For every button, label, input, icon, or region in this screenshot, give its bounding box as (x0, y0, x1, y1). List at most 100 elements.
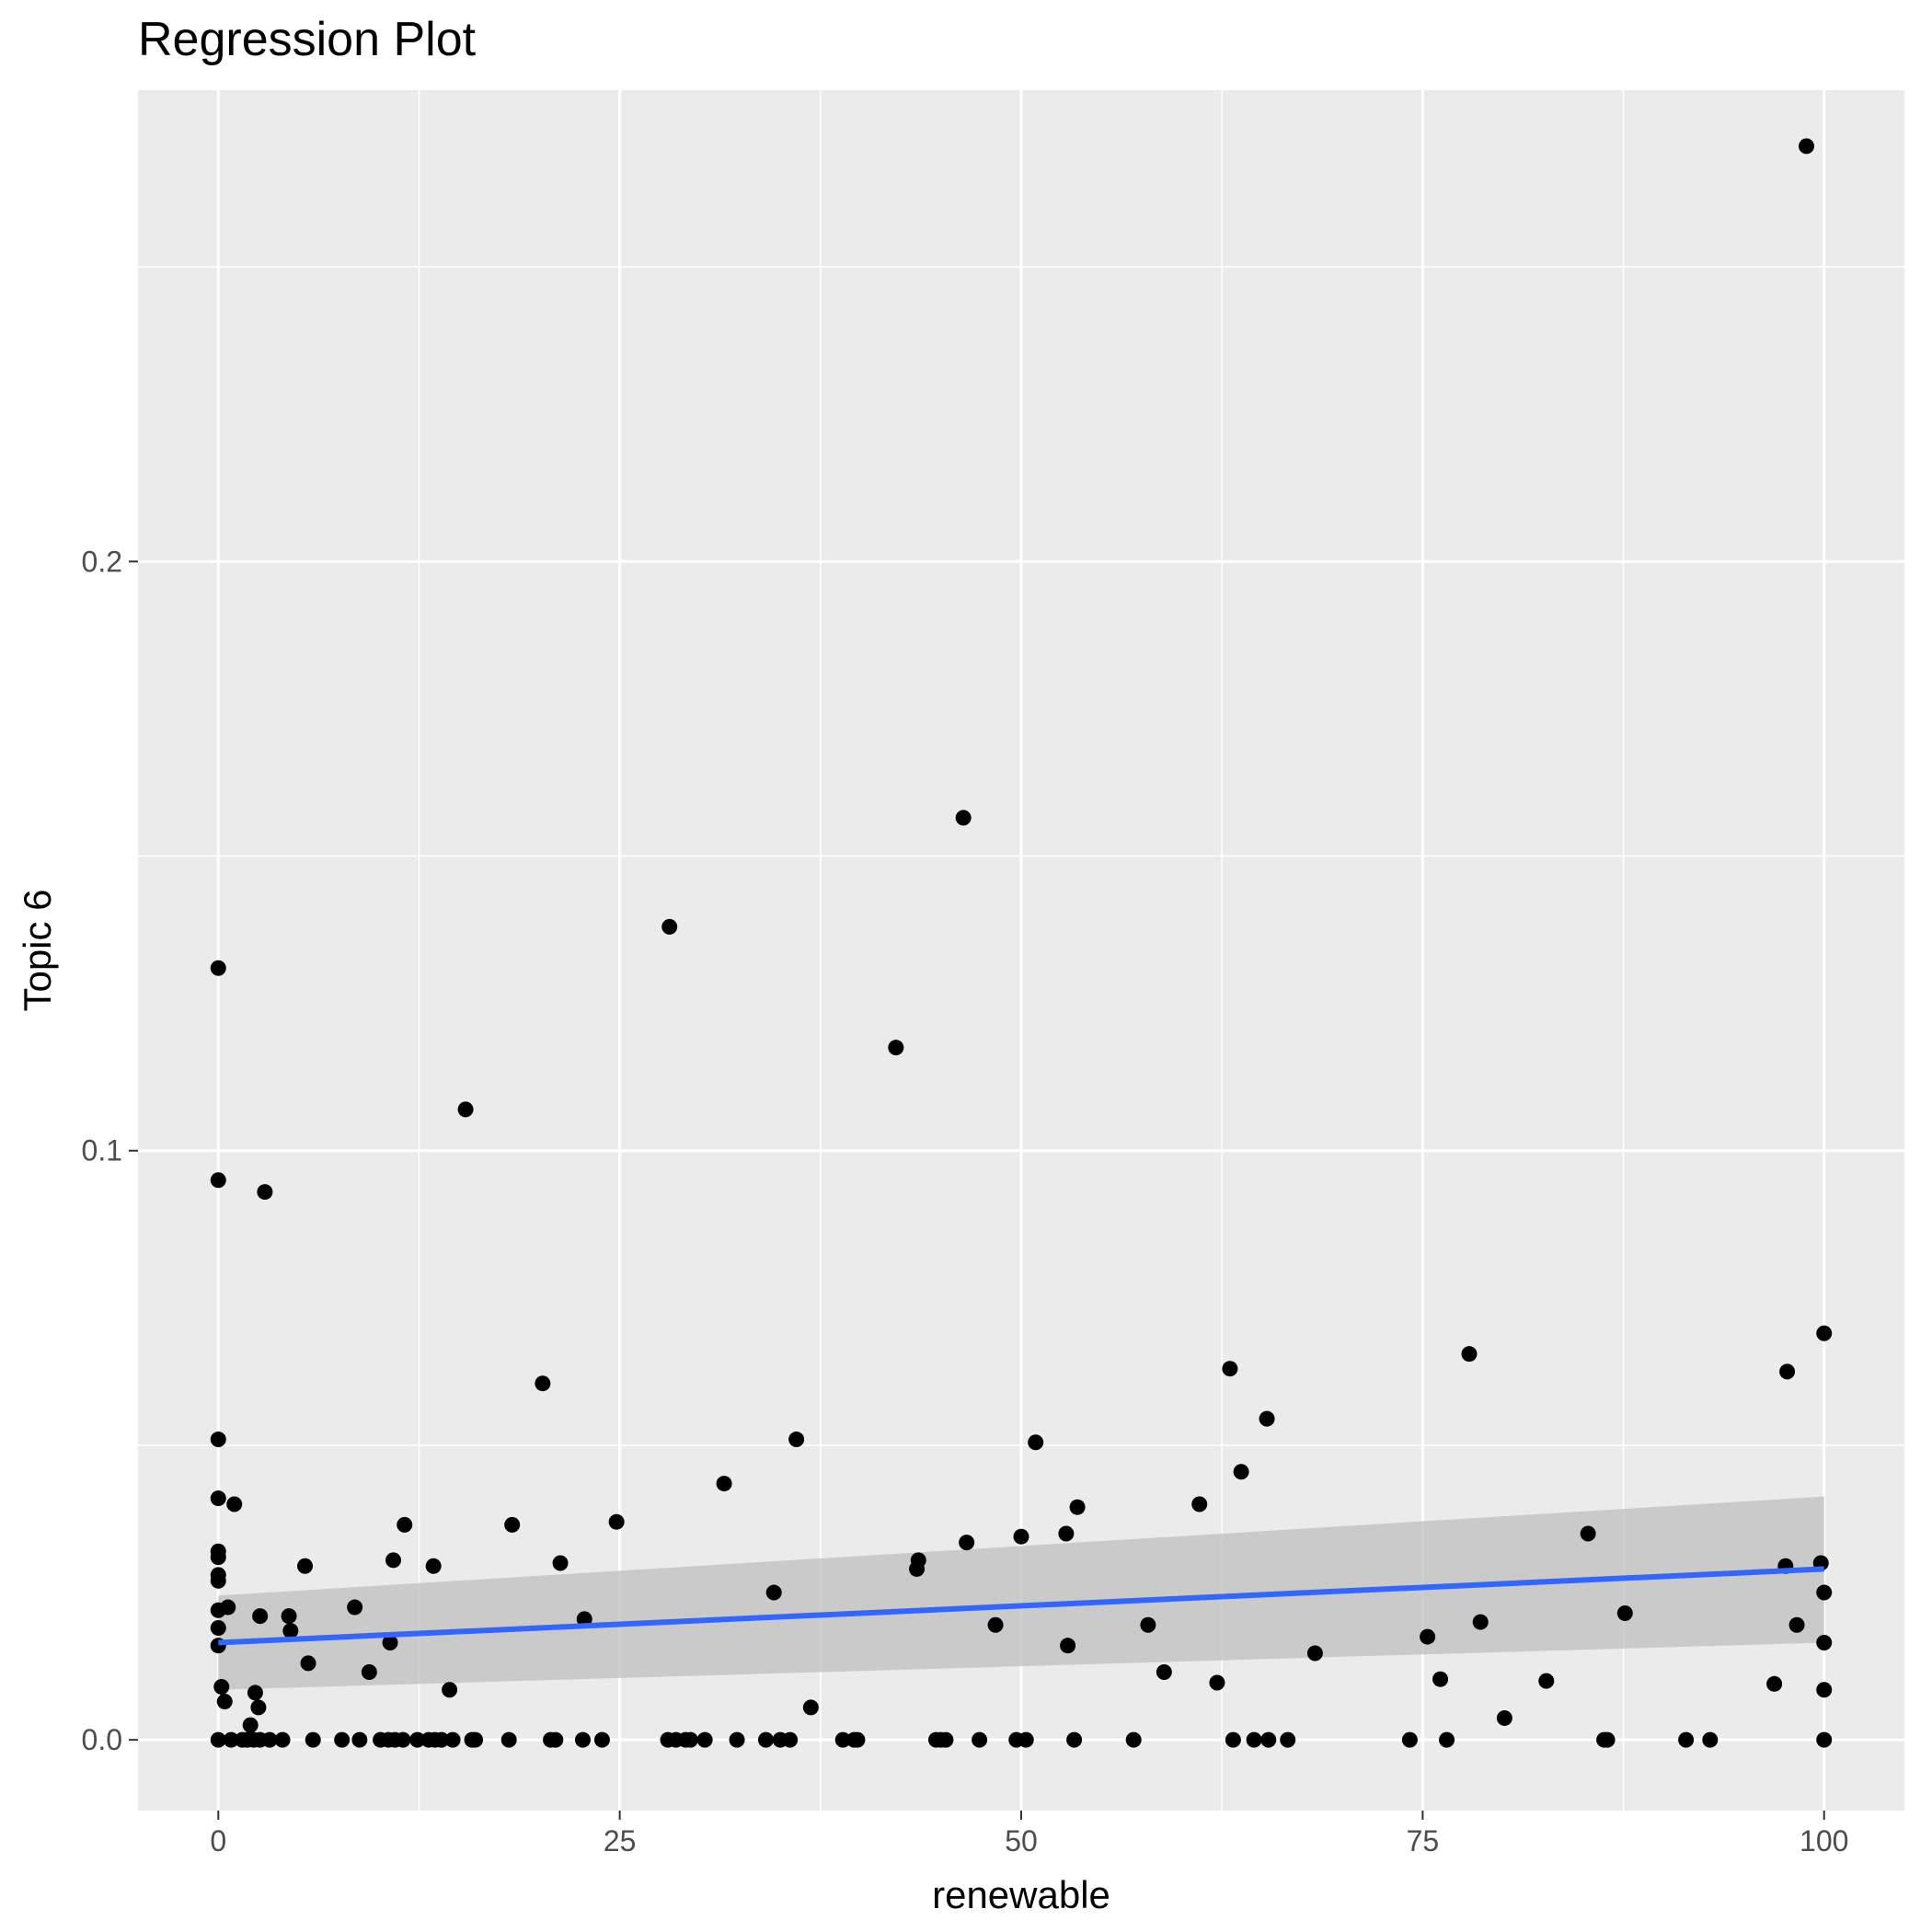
data-point (442, 1682, 458, 1698)
data-point (210, 1619, 226, 1636)
data-point (223, 1731, 239, 1748)
data-point (1018, 1731, 1034, 1748)
data-point (210, 1172, 226, 1189)
data-point (1432, 1671, 1449, 1687)
data-point (1233, 1464, 1249, 1480)
data-point (226, 1496, 243, 1512)
data-point (535, 1375, 551, 1392)
data-point (334, 1731, 351, 1748)
x-tick-label: 100 (1800, 1824, 1848, 1857)
data-point (382, 1634, 398, 1650)
data-point (1678, 1731, 1695, 1748)
data-point (274, 1731, 291, 1748)
data-point (593, 1731, 610, 1748)
data-point (1259, 1410, 1275, 1427)
data-point (1816, 1682, 1833, 1698)
data-point (937, 1731, 954, 1748)
data-point (682, 1731, 698, 1748)
data-point (1616, 1604, 1633, 1621)
data-point (300, 1655, 316, 1672)
data-point (1401, 1731, 1418, 1748)
data-point (987, 1616, 1004, 1633)
data-point (1156, 1664, 1172, 1681)
data-point (1420, 1628, 1436, 1645)
data-point (1191, 1496, 1208, 1512)
y-tick-label: 0.0 (82, 1723, 122, 1756)
x-tick-label: 25 (604, 1824, 637, 1857)
data-point (210, 960, 226, 976)
x-axis: 0 25 50 75 100 (210, 1811, 1848, 1857)
data-point (661, 918, 678, 935)
data-point (351, 1731, 368, 1748)
x-axis-title: renewable (932, 1873, 1110, 1916)
data-point (574, 1731, 591, 1748)
data-point (1461, 1346, 1478, 1363)
data-point (457, 1101, 474, 1118)
data-point (972, 1731, 988, 1748)
data-points (210, 138, 1833, 1748)
y-axis-title: Topic 6 (16, 889, 59, 1011)
data-point (444, 1731, 461, 1748)
data-point (1028, 1434, 1044, 1451)
regression-line (218, 1566, 1824, 1646)
data-point (608, 1513, 625, 1530)
data-point (1060, 1638, 1076, 1654)
data-point (216, 1694, 233, 1710)
data-point (959, 1535, 975, 1551)
data-point (1472, 1614, 1489, 1630)
data-point (213, 1679, 230, 1696)
data-point (347, 1599, 363, 1616)
data-point (788, 1432, 805, 1448)
data-point (1779, 1363, 1796, 1380)
data-point (305, 1731, 321, 1748)
y-tick-label: 0.1 (82, 1134, 122, 1167)
data-point (409, 1731, 426, 1748)
data-point (395, 1731, 411, 1748)
data-point (1066, 1731, 1083, 1748)
data-point (1260, 1731, 1277, 1748)
x-tick-label: 75 (1407, 1824, 1440, 1857)
data-point (1816, 1584, 1833, 1601)
data-point (1788, 1616, 1805, 1633)
data-point (210, 1572, 226, 1589)
data-point (1222, 1361, 1238, 1377)
data-point (1069, 1499, 1086, 1515)
data-point (1538, 1673, 1555, 1689)
data-point (220, 1599, 236, 1616)
data-point (261, 1731, 278, 1748)
x-tick-label: 0 (210, 1824, 226, 1857)
data-point (849, 1731, 866, 1748)
data-point (729, 1731, 745, 1748)
data-point (1580, 1525, 1596, 1542)
data-point (281, 1608, 297, 1625)
data-point (1599, 1731, 1616, 1748)
data-point (210, 1731, 226, 1748)
data-point (1209, 1674, 1225, 1691)
data-point (397, 1516, 413, 1533)
data-point (1225, 1731, 1241, 1748)
data-point (696, 1731, 713, 1748)
data-point (1496, 1709, 1512, 1726)
data-point (1816, 1325, 1833, 1341)
data-point (361, 1664, 377, 1681)
data-point (552, 1555, 569, 1571)
data-point (1816, 1634, 1833, 1650)
data-point (1058, 1525, 1075, 1542)
data-point (297, 1558, 314, 1574)
data-point (250, 1699, 267, 1716)
chart-title: Regression Plot (138, 13, 477, 66)
data-point (210, 1432, 226, 1448)
data-point (757, 1731, 774, 1748)
data-point (1439, 1731, 1455, 1748)
y-axis: 0.0 0.1 0.2 (82, 545, 138, 1756)
data-point (1816, 1731, 1833, 1748)
x-tick-label: 50 (1005, 1824, 1038, 1857)
data-point (834, 1731, 851, 1748)
data-point (210, 1549, 226, 1566)
data-point (1246, 1731, 1262, 1748)
data-point (210, 1490, 226, 1507)
data-point (910, 1552, 926, 1569)
data-point (504, 1516, 521, 1533)
data-point (1125, 1731, 1142, 1748)
